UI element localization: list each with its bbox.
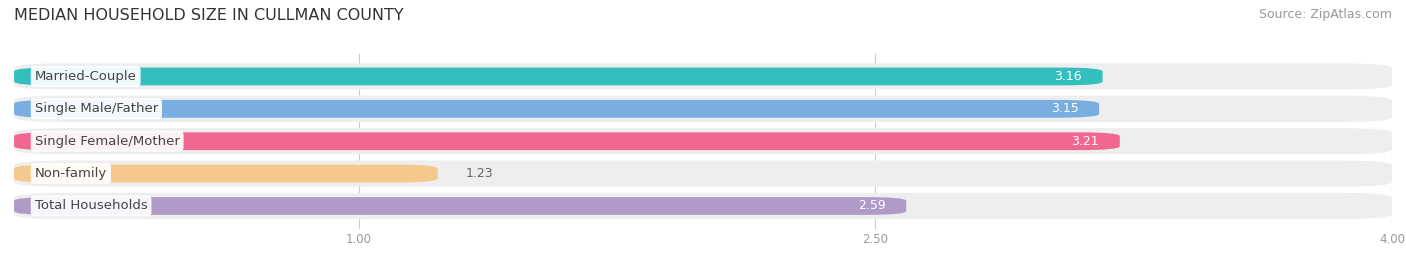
Text: 2.59: 2.59 [858, 200, 886, 213]
FancyBboxPatch shape [14, 132, 1119, 150]
FancyBboxPatch shape [14, 100, 1099, 118]
FancyBboxPatch shape [14, 193, 1392, 219]
FancyBboxPatch shape [14, 128, 1392, 154]
Text: 3.16: 3.16 [1054, 70, 1083, 83]
FancyBboxPatch shape [14, 165, 437, 182]
FancyBboxPatch shape [14, 63, 1392, 90]
Text: Single Female/Mother: Single Female/Mother [35, 135, 180, 148]
FancyBboxPatch shape [14, 161, 1392, 187]
FancyBboxPatch shape [14, 68, 1102, 85]
Text: 1.23: 1.23 [465, 167, 494, 180]
Text: Source: ZipAtlas.com: Source: ZipAtlas.com [1258, 8, 1392, 21]
Text: Non-family: Non-family [35, 167, 107, 180]
Text: Total Households: Total Households [35, 200, 148, 213]
FancyBboxPatch shape [14, 197, 907, 215]
Text: Single Male/Father: Single Male/Father [35, 102, 157, 115]
Text: Married-Couple: Married-Couple [35, 70, 136, 83]
Text: MEDIAN HOUSEHOLD SIZE IN CULLMAN COUNTY: MEDIAN HOUSEHOLD SIZE IN CULLMAN COUNTY [14, 8, 404, 23]
Text: 3.15: 3.15 [1050, 102, 1078, 115]
Text: 3.21: 3.21 [1071, 135, 1099, 148]
FancyBboxPatch shape [14, 96, 1392, 122]
